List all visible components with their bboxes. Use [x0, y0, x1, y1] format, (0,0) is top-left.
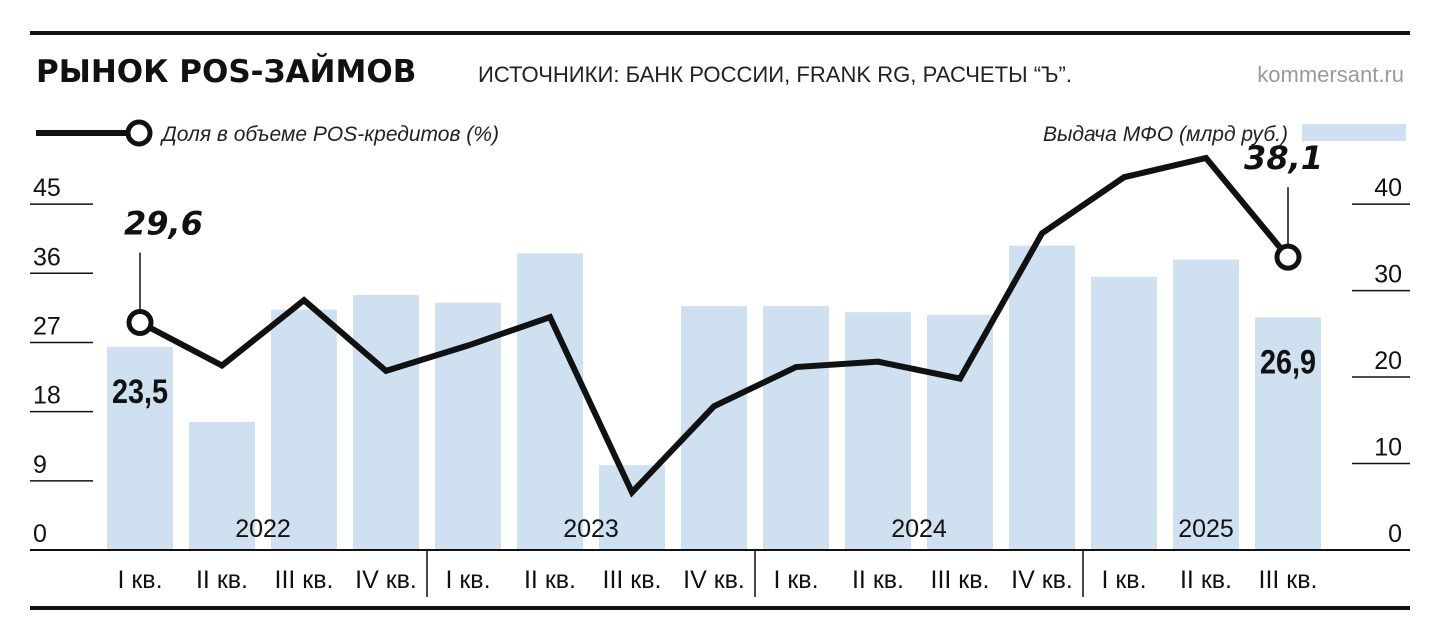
- x-tick-label: IV кв.: [1011, 566, 1073, 594]
- x-tick-label: II кв.: [196, 566, 248, 594]
- bar: [1173, 259, 1239, 550]
- legend-bar-label: Выдача МФО (млрд руб.): [1043, 123, 1288, 146]
- x-tick-label: II кв.: [852, 566, 904, 594]
- legend-bar-swatch: [1302, 124, 1406, 141]
- x-tick-label: I кв.: [773, 566, 818, 594]
- annotations: 29,6 38,1 23,5 26,9: [112, 139, 1323, 411]
- bar: [353, 294, 419, 550]
- right-tick-label: 30: [1374, 261, 1402, 289]
- bar: [927, 314, 993, 550]
- line-point-marker: [1274, 243, 1302, 271]
- bar: [189, 422, 255, 550]
- year-label: 2024: [891, 515, 947, 543]
- x-tick-label: II кв.: [1180, 566, 1232, 594]
- share-line: [138, 154, 1291, 498]
- right-tick-label: 40: [1374, 174, 1402, 202]
- chart-title: РЫНОК POS-ЗАЙМОВ: [36, 54, 416, 90]
- x-tick-label: I кв.: [445, 566, 490, 594]
- x-tick-label: IV кв.: [355, 566, 417, 594]
- bar: [763, 306, 829, 550]
- left-tick-label: 18: [33, 382, 61, 410]
- bar: [845, 312, 911, 550]
- left-tick-label: 9: [33, 451, 47, 479]
- left-tick-label: 36: [33, 243, 61, 271]
- x-tick-label: I кв.: [117, 566, 162, 594]
- bar: [599, 465, 665, 550]
- legend: Доля в объеме POS-кредитов (%) Выдача МФ…: [36, 119, 1406, 147]
- share-line-layer: [138, 154, 1291, 498]
- line-value-label: 38,1: [1244, 139, 1323, 177]
- x-tick-label: III кв.: [603, 566, 662, 594]
- chart-sources: ИСТОЧНИКИ: БАНК РОССИИ, FRANK RG, РАСЧЕТ…: [478, 62, 1072, 87]
- left-tick-label: 27: [33, 312, 61, 340]
- right-tick-label: 20: [1374, 347, 1402, 375]
- bar: [107, 346, 173, 550]
- x-tick-label: III кв.: [1259, 566, 1318, 594]
- year-label: 2025: [1178, 515, 1234, 543]
- bar: [271, 309, 337, 550]
- year-label: 2022: [235, 515, 291, 543]
- x-tick-label: III кв.: [275, 566, 334, 594]
- line-value-label: 29,6: [124, 204, 203, 242]
- left-axis: 0 9 18 27 36 45: [30, 174, 93, 548]
- bar: [1091, 276, 1157, 550]
- x-tick-label: I кв.: [1101, 566, 1146, 594]
- legend-line-label: Доля в объеме POS-кредитов (%): [160, 123, 499, 146]
- x-tick-label: III кв.: [931, 566, 990, 594]
- year-label: 2023: [563, 515, 619, 543]
- bar: [1255, 317, 1321, 550]
- bars-layer: [107, 245, 1321, 551]
- line-point-marker: [126, 308, 154, 336]
- bar: [517, 253, 583, 550]
- site-credit: kommersant.ru: [1257, 62, 1404, 87]
- left-tick-label: 0: [33, 520, 47, 548]
- right-axis: 0 10 20 30 40: [1352, 174, 1410, 548]
- bar-value-label: 23,5: [112, 373, 168, 411]
- legend-line-marker: [125, 119, 153, 147]
- x-axis: I кв. II кв. III кв. IV кв. I кв. II кв. III к…: [30, 549, 1410, 597]
- bar-value-label: 26,9: [1260, 343, 1316, 381]
- right-tick-label: 0: [1388, 520, 1402, 548]
- x-tick-label: II кв.: [524, 566, 576, 594]
- bar: [1009, 245, 1075, 551]
- year-labels: 2022 2023 2024 2025: [235, 515, 1234, 543]
- right-tick-label: 10: [1374, 434, 1402, 462]
- left-tick-label: 45: [33, 174, 61, 202]
- x-tick-label: IV кв.: [683, 566, 745, 594]
